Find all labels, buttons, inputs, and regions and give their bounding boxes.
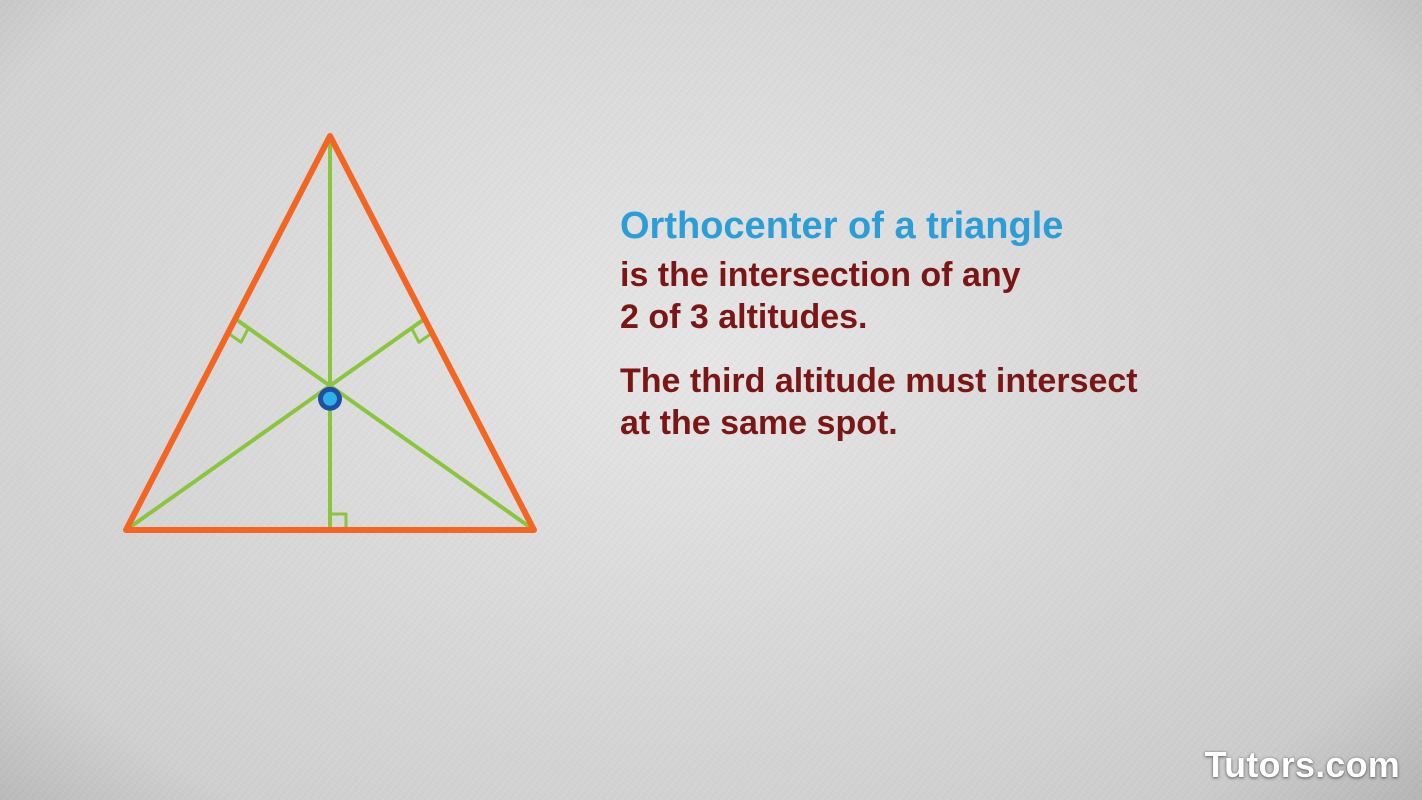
diagram-svg (120, 130, 540, 550)
watermark-tutors: Tutors.com (1205, 744, 1400, 786)
heading-orthocenter: Orthocenter of a triangle (620, 205, 1320, 248)
definition-text: Orthocenter of a triangle is the interse… (620, 205, 1320, 444)
triangle-orthocenter-diagram (120, 130, 540, 550)
body-line-1: is the intersection of any 2 of 3 altitu… (620, 254, 1320, 338)
body2-line1: The third altitude must intersect (620, 362, 1138, 400)
body1-line2: 2 of 3 altitudes. (620, 298, 868, 336)
body2-line2: at the same spot. (620, 404, 898, 442)
orthocenter-point (318, 387, 342, 411)
body1-line1: is the intersection of any (620, 256, 1021, 294)
altitudes (126, 136, 534, 530)
body-line-2: The third altitude must intersect at the… (620, 360, 1320, 444)
stage: Orthocenter of a triangle is the interse… (0, 0, 1422, 800)
